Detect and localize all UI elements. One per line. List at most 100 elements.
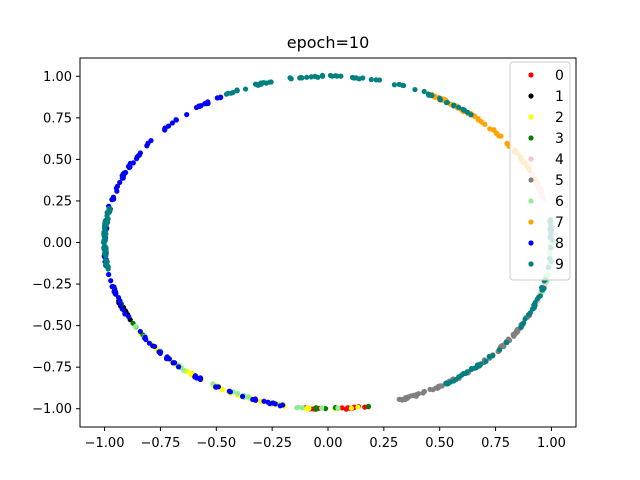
point-class-8 [193,104,200,111]
legend-marker-4 [528,156,534,162]
point-class-8 [152,343,158,350]
point-class-9 [539,284,545,291]
point-class-8 [169,120,176,126]
y-tick-label: 0.75 [43,111,72,126]
point-class-8 [137,150,143,156]
legend-marker-8 [528,240,534,246]
legend-marker-3 [528,135,534,141]
point-class-9 [443,380,450,387]
point-class-8 [106,271,112,278]
y-tick-label: 0.50 [43,153,72,168]
legend-label-0: 0 [555,68,564,84]
point-class-8 [175,364,182,370]
point-class-9 [263,80,269,86]
point-class-9 [483,358,489,364]
y-tick-label: 0.25 [43,194,72,209]
point-class-6 [245,394,251,400]
legend-marker-6 [528,198,534,204]
point-class-8 [111,196,117,202]
point-class-9 [102,224,108,230]
point-class-9 [497,347,503,353]
point-class-6 [181,367,187,373]
x-tick-label: −0.75 [141,436,181,451]
point-class-8 [239,393,246,399]
point-class-8 [115,294,122,301]
y-axis: −1.00 −0.75 −0.50 −0.25 0.00 0.25 0.50 0.75 1.00 [32,70,80,417]
point-class-9 [327,72,334,79]
point-class-9 [225,90,231,96]
y-tick-label: 0.00 [43,236,72,251]
legend-label-9: 9 [555,257,564,273]
point-class-8 [120,175,126,181]
y-tick-label: −1.00 [32,402,72,417]
legend-marker-1 [528,93,534,99]
point-class-9 [332,73,339,79]
point-class-6 [335,405,341,411]
point-class-8 [261,398,267,404]
point-class-2 [305,405,311,411]
point-class-9 [288,76,294,82]
point-class-8 [192,374,198,380]
point-class-9 [531,304,538,310]
point-class-9 [319,72,326,79]
point-class-8 [126,314,132,320]
point-class-8 [213,384,219,390]
point-class-8 [170,360,176,366]
legend-label-5: 5 [555,173,564,189]
point-class-8 [217,95,224,101]
x-tick-label: 0.25 [369,436,398,451]
legend-marker-7 [528,219,534,225]
point-class-8 [165,123,172,129]
point-class-2 [348,405,354,411]
point-class-8 [148,137,154,144]
point-class-9 [102,229,108,235]
point-class-8 [114,183,121,189]
point-class-9 [297,75,303,81]
point-class-8 [119,306,125,312]
point-class-9 [519,322,525,328]
legend-label-1: 1 [555,89,564,105]
legend-label-3: 3 [555,131,564,147]
point-class-9 [304,74,310,80]
point-class-9 [353,75,359,81]
point-class-8 [117,179,123,186]
point-class-8 [277,403,283,409]
legend-label-4: 4 [555,152,564,168]
point-class-8 [272,401,278,407]
legend-marker-5 [528,177,534,183]
point-class-8 [142,334,148,340]
chart-title: epoch=10 [287,33,370,52]
legend-label-2: 2 [555,110,564,126]
point-class-8 [252,396,258,402]
point-class-9 [522,316,528,322]
point-class-7 [478,118,484,125]
point-class-9 [376,77,383,83]
point-class-8 [130,160,136,166]
legend-label-6: 6 [555,194,564,210]
point-class-9 [468,366,475,372]
point-class-8 [137,328,143,335]
point-class-8 [120,171,126,177]
point-class-9 [412,86,418,93]
point-class-9 [315,74,321,80]
point-class-9 [478,361,484,367]
x-axis: −1.00 −0.75 −0.50 −0.25 0.00 0.25 0.50 0.75 1.00 [85,427,566,451]
point-class-3 [313,406,319,412]
legend-label-7: 7 [555,215,564,231]
point-class-9 [456,104,462,110]
point-class-9 [437,97,443,103]
point-class-9 [104,259,110,265]
x-tick-label: 0.00 [314,436,343,451]
point-class-5 [435,384,442,391]
point-class-9 [234,88,240,94]
point-class-7 [487,126,493,132]
point-class-6 [234,390,241,397]
point-class-5 [397,396,403,402]
point-class-8 [205,100,211,106]
point-class-6 [294,405,300,411]
legend-marker-9 [528,261,534,267]
point-class-3 [365,403,372,409]
point-class-2 [219,387,226,393]
point-class-6 [132,323,139,330]
